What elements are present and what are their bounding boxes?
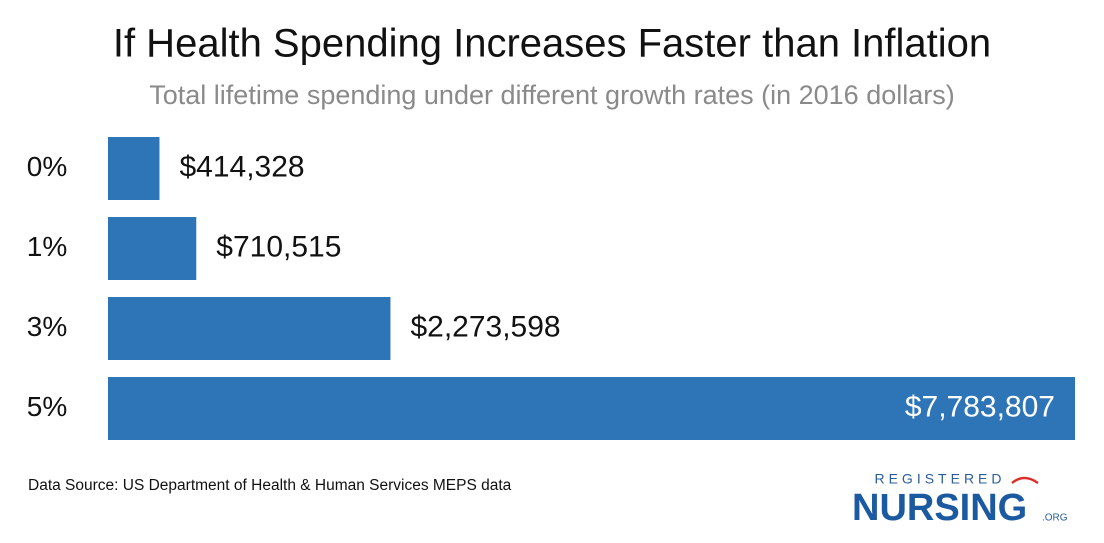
bar <box>108 137 160 200</box>
chart-subtitle: Total lifetime spending under different … <box>149 80 954 110</box>
logo-cap <box>1011 476 1039 485</box>
value-label: $7,783,807 <box>905 390 1055 423</box>
bar <box>108 217 197 280</box>
chart-title: If Health Spending Increases Faster than… <box>113 22 991 66</box>
value-label: $414,328 <box>179 150 304 183</box>
category-label: 0% <box>27 151 67 182</box>
category-label: 5% <box>27 391 67 422</box>
logo-suffix: .ORG <box>1042 513 1068 524</box>
bar <box>108 377 1075 440</box>
source-note: Data Source: US Department of Health & H… <box>28 477 512 494</box>
logo-top: REGISTERED <box>874 471 1005 487</box>
logo-main: NURSING <box>852 487 1027 529</box>
value-label: $710,515 <box>216 230 341 263</box>
category-label: 1% <box>27 231 67 262</box>
value-label: $2,273,598 <box>410 310 560 343</box>
bar <box>108 297 391 360</box>
logo: REGISTERED NURSING .ORG <box>852 471 1068 529</box>
category-label: 3% <box>27 311 67 342</box>
